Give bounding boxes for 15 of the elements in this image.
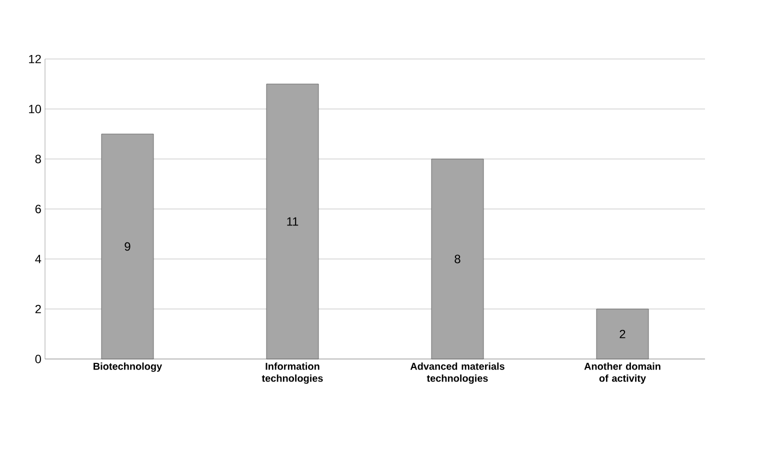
y-tick-label: 12 xyxy=(29,54,41,64)
x-tick-label: Advanced materials technologies xyxy=(410,362,504,384)
y-tick-label: 4 xyxy=(35,254,42,264)
data-label: 9 xyxy=(124,242,130,251)
x-tick-label: Biotechnology xyxy=(94,362,162,372)
data-label: 8 xyxy=(454,254,460,264)
x-tick-label: Another domain of activity xyxy=(584,362,660,384)
y-tick-label: 0 xyxy=(35,354,42,364)
y-tick-label: 6 xyxy=(35,204,41,214)
y-tick-label: 2 xyxy=(35,304,41,314)
y-tick-label: 8 xyxy=(35,154,41,164)
data-label: 11 xyxy=(287,217,298,226)
data-label: 2 xyxy=(620,330,626,338)
y-tick-label: 10 xyxy=(29,104,42,114)
x-tick-label: Information technologies xyxy=(262,362,323,384)
